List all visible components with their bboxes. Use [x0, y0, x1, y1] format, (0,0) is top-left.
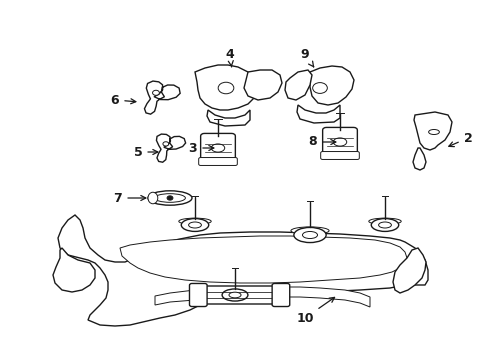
Ellipse shape [181, 219, 208, 231]
Polygon shape [244, 70, 282, 100]
Ellipse shape [428, 130, 439, 135]
Polygon shape [53, 248, 95, 292]
Text: 5: 5 [133, 145, 158, 158]
FancyBboxPatch shape [189, 283, 206, 306]
Polygon shape [144, 81, 180, 114]
Text: 10: 10 [296, 297, 334, 324]
FancyBboxPatch shape [198, 158, 237, 166]
Text: 4: 4 [225, 49, 234, 67]
Text: 8: 8 [308, 135, 335, 148]
Ellipse shape [302, 231, 317, 239]
Text: 7: 7 [113, 192, 145, 204]
Polygon shape [285, 70, 311, 100]
Text: 6: 6 [110, 94, 136, 107]
Ellipse shape [154, 194, 185, 202]
Circle shape [312, 82, 326, 93]
Ellipse shape [148, 192, 158, 204]
Polygon shape [413, 112, 451, 150]
Circle shape [218, 82, 233, 94]
Ellipse shape [188, 222, 201, 228]
Ellipse shape [368, 218, 400, 225]
Polygon shape [296, 105, 339, 123]
Circle shape [152, 90, 159, 95]
Text: 9: 9 [300, 49, 313, 67]
Ellipse shape [378, 222, 390, 228]
Ellipse shape [148, 191, 192, 205]
Polygon shape [156, 134, 185, 162]
FancyBboxPatch shape [193, 286, 285, 304]
Ellipse shape [293, 228, 325, 243]
Ellipse shape [333, 138, 346, 146]
Circle shape [167, 196, 173, 200]
FancyBboxPatch shape [200, 134, 235, 163]
Ellipse shape [179, 218, 211, 225]
Ellipse shape [219, 288, 250, 294]
FancyBboxPatch shape [271, 283, 289, 306]
Ellipse shape [290, 227, 328, 234]
Polygon shape [195, 65, 258, 110]
Ellipse shape [222, 289, 247, 301]
Polygon shape [155, 287, 369, 307]
Circle shape [163, 142, 168, 146]
Polygon shape [58, 215, 427, 326]
FancyBboxPatch shape [320, 152, 359, 159]
FancyBboxPatch shape [322, 127, 357, 157]
Ellipse shape [370, 219, 398, 231]
Polygon shape [206, 110, 249, 126]
Ellipse shape [211, 144, 224, 152]
Text: 2: 2 [448, 131, 471, 147]
Polygon shape [309, 66, 353, 105]
Polygon shape [392, 248, 425, 293]
Ellipse shape [228, 292, 241, 298]
Text: 3: 3 [188, 141, 213, 154]
Text: 1: 1 [0, 359, 1, 360]
Polygon shape [120, 236, 406, 283]
Polygon shape [412, 148, 425, 170]
